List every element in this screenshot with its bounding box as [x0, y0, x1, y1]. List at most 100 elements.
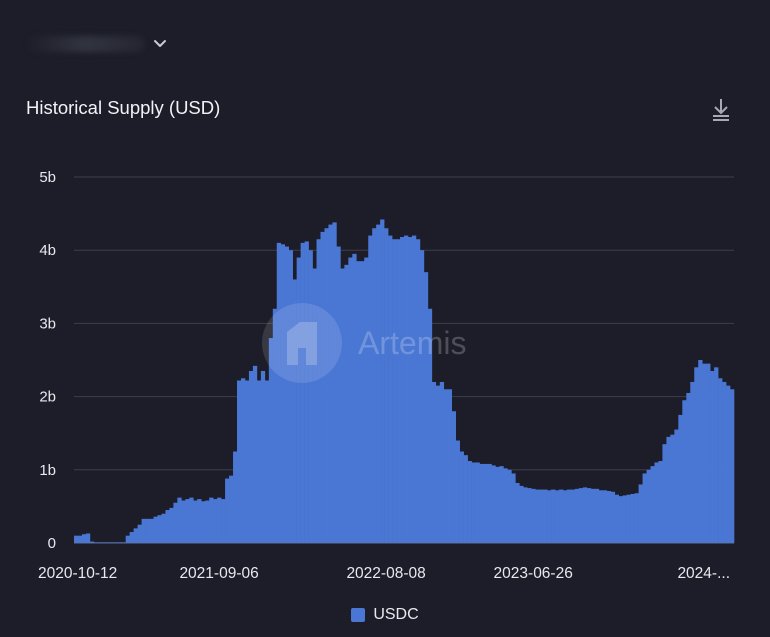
- bar[interactable]: [173, 502, 178, 543]
- bar[interactable]: [574, 488, 580, 543]
- bar[interactable]: [292, 279, 297, 543]
- bar[interactable]: [384, 228, 389, 544]
- bar[interactable]: [284, 246, 289, 544]
- bar[interactable]: [320, 231, 325, 543]
- bar[interactable]: [479, 463, 484, 543]
- bar[interactable]: [459, 451, 464, 544]
- bar[interactable]: [181, 500, 186, 543]
- bar[interactable]: [527, 488, 532, 543]
- bar[interactable]: [404, 235, 409, 543]
- bar[interactable]: [364, 257, 369, 543]
- bar[interactable]: [682, 400, 687, 543]
- bar[interactable]: [244, 380, 250, 544]
- bar[interactable]: [455, 440, 460, 543]
- bar[interactable]: [276, 242, 282, 543]
- bar[interactable]: [547, 490, 552, 543]
- bar[interactable]: [638, 484, 643, 543]
- bar[interactable]: [89, 541, 95, 543]
- bar[interactable]: [531, 488, 536, 543]
- bar[interactable]: [400, 237, 405, 543]
- bar[interactable]: [586, 488, 592, 543]
- bar[interactable]: [177, 497, 182, 543]
- bar[interactable]: [471, 462, 476, 543]
- bar[interactable]: [256, 380, 262, 544]
- bar[interactable]: [225, 478, 230, 543]
- bar[interactable]: [240, 378, 246, 543]
- bar[interactable]: [491, 465, 496, 543]
- bar[interactable]: [626, 494, 631, 543]
- bar[interactable]: [77, 535, 83, 543]
- bar[interactable]: [443, 389, 449, 543]
- bar[interactable]: [169, 507, 174, 543]
- bar[interactable]: [145, 518, 150, 543]
- bar[interactable]: [678, 414, 683, 543]
- bar[interactable]: [407, 237, 413, 543]
- bar[interactable]: [686, 392, 691, 543]
- bar[interactable]: [372, 228, 377, 544]
- bar[interactable]: [590, 488, 596, 543]
- bar[interactable]: [340, 268, 345, 544]
- bar[interactable]: [93, 542, 99, 543]
- bar[interactable]: [356, 261, 361, 543]
- bar[interactable]: [360, 261, 365, 543]
- bar[interactable]: [690, 381, 695, 543]
- bar[interactable]: [189, 497, 194, 543]
- bar[interactable]: [602, 490, 608, 543]
- download-icon[interactable]: [710, 97, 732, 123]
- bar[interactable]: [463, 455, 468, 543]
- bar[interactable]: [467, 461, 472, 543]
- bar[interactable]: [427, 308, 433, 543]
- bar[interactable]: [260, 370, 266, 543]
- bar[interactable]: [213, 499, 218, 543]
- bar[interactable]: [706, 363, 711, 543]
- bar[interactable]: [666, 436, 671, 543]
- bar[interactable]: [217, 497, 222, 543]
- bar[interactable]: [451, 411, 456, 543]
- bar[interactable]: [730, 389, 735, 543]
- bar[interactable]: [237, 380, 242, 544]
- bar[interactable]: [185, 499, 190, 543]
- bar[interactable]: [288, 250, 293, 543]
- bar[interactable]: [300, 242, 305, 543]
- bar[interactable]: [161, 513, 166, 543]
- bar[interactable]: [233, 451, 238, 544]
- bar[interactable]: [670, 434, 675, 543]
- asset-selector[interactable]: [26, 36, 168, 52]
- bar[interactable]: [248, 370, 254, 543]
- bar[interactable]: [133, 528, 138, 543]
- bar[interactable]: [658, 461, 663, 543]
- bar[interactable]: [85, 533, 91, 543]
- bar[interactable]: [606, 491, 612, 543]
- bar[interactable]: [447, 389, 453, 543]
- bar[interactable]: [121, 542, 126, 543]
- bar[interactable]: [296, 257, 301, 543]
- bar[interactable]: [153, 516, 158, 543]
- bar[interactable]: [229, 475, 234, 543]
- bar[interactable]: [268, 338, 274, 543]
- bar[interactable]: [221, 499, 226, 543]
- bar[interactable]: [336, 246, 341, 544]
- bar[interactable]: [312, 268, 317, 544]
- bar[interactable]: [137, 524, 142, 543]
- bar[interactable]: [507, 469, 512, 543]
- bar[interactable]: [559, 489, 564, 543]
- bar[interactable]: [411, 235, 417, 543]
- bar[interactable]: [352, 253, 357, 544]
- bar[interactable]: [368, 235, 373, 543]
- bar[interactable]: [165, 510, 170, 543]
- chart-legend[interactable]: USDC: [0, 606, 770, 624]
- bar[interactable]: [567, 489, 572, 543]
- bar[interactable]: [205, 500, 210, 543]
- bar[interactable]: [376, 224, 381, 543]
- bar[interactable]: [503, 468, 508, 543]
- bar[interactable]: [109, 542, 115, 543]
- bar[interactable]: [523, 487, 528, 543]
- bar[interactable]: [563, 490, 568, 543]
- bar[interactable]: [570, 489, 576, 543]
- bar[interactable]: [642, 473, 647, 543]
- bar[interactable]: [475, 462, 480, 543]
- bar[interactable]: [380, 219, 385, 543]
- bar[interactable]: [252, 365, 258, 543]
- bar[interactable]: [650, 466, 655, 543]
- bar[interactable]: [618, 496, 623, 543]
